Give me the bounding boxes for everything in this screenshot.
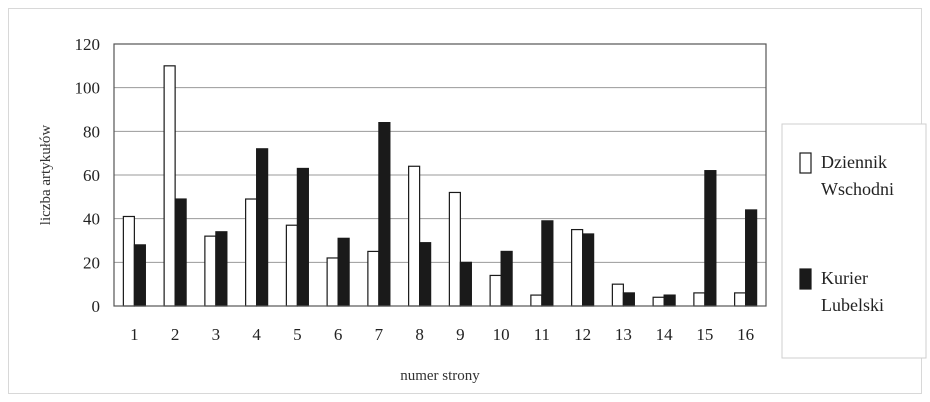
x-tick-label: 4 xyxy=(252,325,261,344)
chart-frame xyxy=(8,8,922,394)
bar-kurier-lubelski xyxy=(500,250,513,307)
bar-kurier-lubelski xyxy=(622,292,635,307)
legend: Dziennik Wschodni Kurier Lubelski xyxy=(781,123,927,359)
legend-box xyxy=(781,123,927,359)
legend-swatch xyxy=(799,268,812,290)
bar-dziennik-wschodni xyxy=(163,65,176,307)
x-tick-label: 9 xyxy=(456,325,465,344)
bar-dziennik-wschodni xyxy=(245,198,258,307)
bar-kurier-lubelski xyxy=(215,231,228,307)
x-tick-label: 11 xyxy=(534,325,550,344)
y-tick-label: 40 xyxy=(83,210,100,229)
x-tick-label: 5 xyxy=(293,325,302,344)
bars xyxy=(122,65,758,307)
bar-kurier-lubelski xyxy=(296,167,309,307)
x-tick-label: 8 xyxy=(415,325,424,344)
bar-dziennik-wschodni xyxy=(204,235,217,307)
bar-kurier-lubelski xyxy=(337,237,350,307)
bar-kurier-lubelski xyxy=(174,198,187,307)
bar-dziennik-wschodni xyxy=(326,257,339,307)
bar-dziennik-wschodni xyxy=(448,191,461,307)
legend-label: Dziennik xyxy=(821,152,887,172)
legend-label: Lubelski xyxy=(821,295,884,315)
bar-kurier-lubelski xyxy=(745,209,758,307)
bar-dziennik-wschodni xyxy=(571,228,584,307)
y-tick-labels: 0 20 40 60 80 100 120 xyxy=(75,35,101,316)
bar-dziennik-wschodni xyxy=(530,294,543,307)
x-tick-label: 3 xyxy=(212,325,221,344)
y-tick-label: 20 xyxy=(83,253,100,272)
y-tick-label: 0 xyxy=(92,297,101,316)
x-tick-label: 7 xyxy=(375,325,384,344)
bar-kurier-lubelski xyxy=(541,220,554,307)
x-tick-label: 1 xyxy=(130,325,139,344)
plot-area-border xyxy=(113,43,767,307)
bar-kurier-lubelski xyxy=(378,121,391,307)
bar-kurier-lubelski xyxy=(133,244,146,307)
bar-kurier-lubelski xyxy=(704,170,717,307)
bar-dziennik-wschodni xyxy=(611,283,624,307)
bar-dziennik-wschodni xyxy=(285,224,298,307)
bar-dziennik-wschodni xyxy=(693,292,706,307)
y-axis-label: liczba artykułów xyxy=(38,125,54,226)
x-axis-label: numer strony xyxy=(400,368,480,384)
bar-kurier-lubelski xyxy=(419,242,432,307)
x-tick-label: 10 xyxy=(493,325,510,344)
legend-label: Wschodni xyxy=(821,179,894,199)
y-tick-label: 120 xyxy=(75,35,101,54)
bar-dziennik-wschodni xyxy=(408,165,421,307)
y-tick-label: 60 xyxy=(83,166,100,185)
x-tick-label: 6 xyxy=(334,325,343,344)
x-tick-labels: 1 2 3 4 5 6 7 8 9 10 11 12 13 14 15 16 xyxy=(130,325,754,344)
x-tick-label: 13 xyxy=(615,325,632,344)
bar-dziennik-wschodni xyxy=(652,296,665,307)
y-tick-label: 80 xyxy=(83,122,100,141)
x-tick-label: 15 xyxy=(696,325,713,344)
x-tick-label: 12 xyxy=(574,325,591,344)
x-tick-label: 14 xyxy=(656,325,674,344)
bar-kurier-lubelski xyxy=(663,294,676,307)
legend-swatch xyxy=(799,152,812,174)
bar-kurier-lubelski xyxy=(459,261,472,307)
x-tick-label: 16 xyxy=(737,325,754,344)
bar-kurier-lubelski xyxy=(256,148,269,307)
bar-dziennik-wschodni xyxy=(367,250,380,307)
bar-dziennik-wschodni xyxy=(489,274,502,307)
y-tick-label: 100 xyxy=(75,79,101,98)
legend-label: Kurier xyxy=(821,268,868,288)
x-tick-label: 2 xyxy=(171,325,180,344)
bar-dziennik-wschodni xyxy=(122,215,135,307)
bar-dziennik-wschodni xyxy=(734,292,747,307)
bar-kurier-lubelski xyxy=(582,233,595,307)
